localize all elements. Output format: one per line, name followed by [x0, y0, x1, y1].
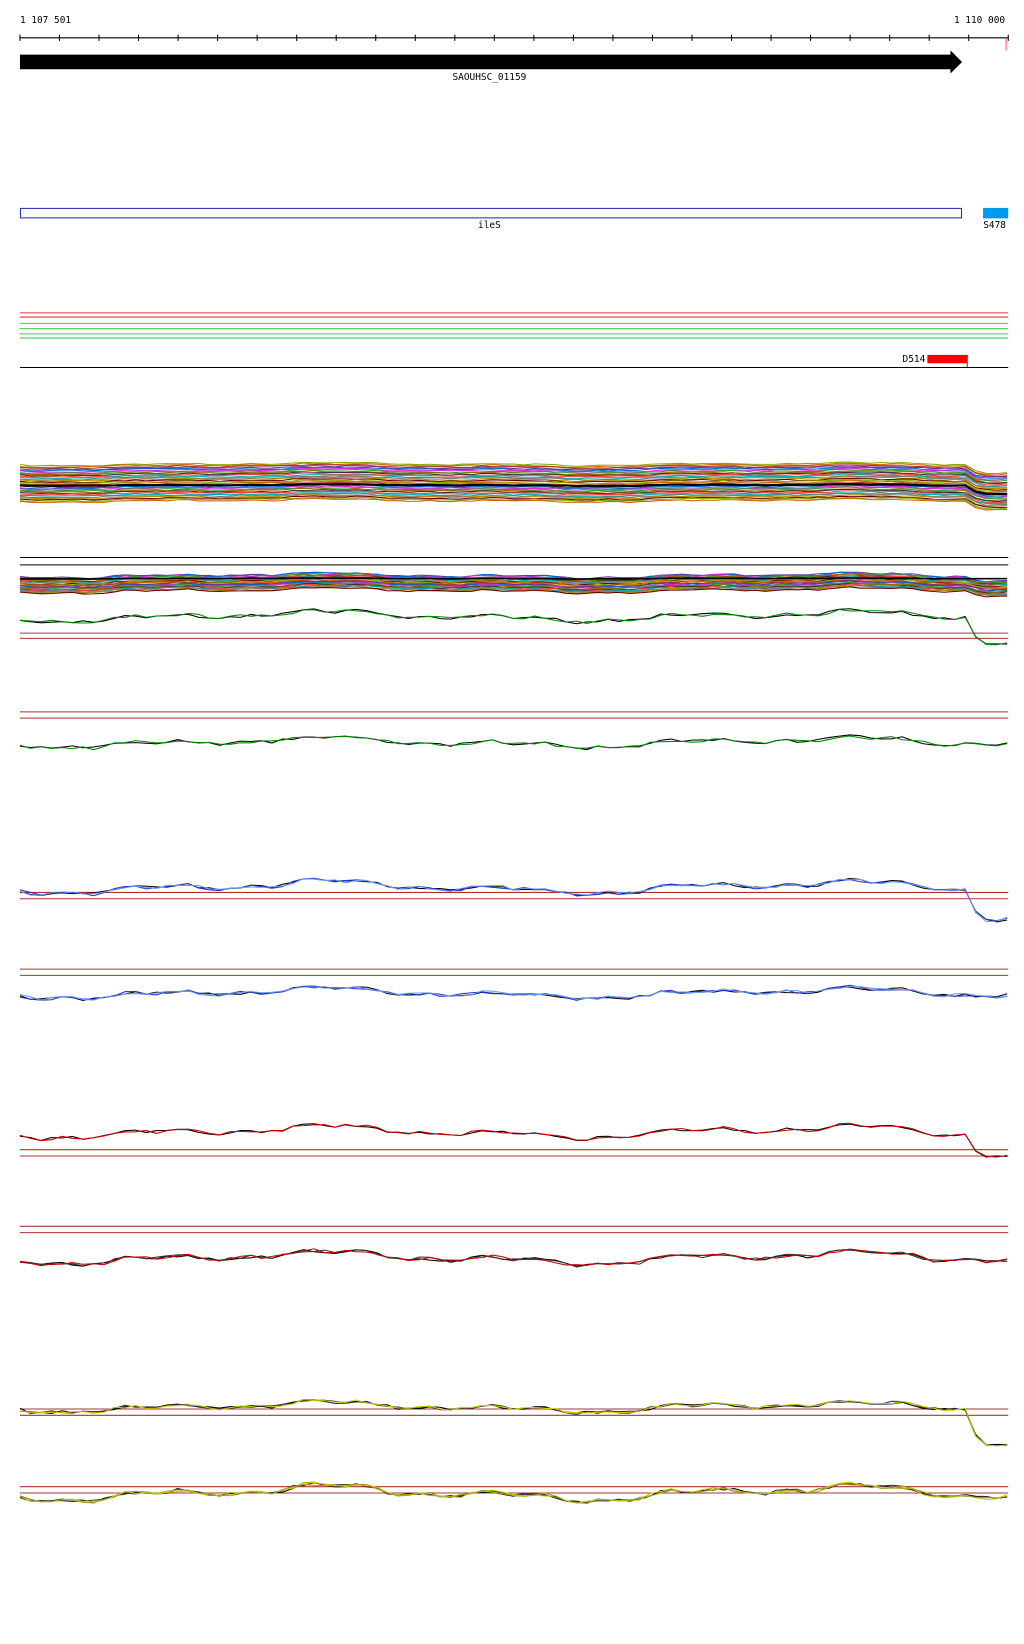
signal-trace [19, 471, 1008, 485]
signal-trace [19, 466, 1008, 479]
signal-trace [19, 469, 1008, 482]
cds-box[interactable] [19, 207, 963, 219]
signal-trace [19, 735, 1008, 751]
signal-trace [19, 584, 1008, 596]
signal-trace [19, 497, 1008, 511]
feature-label: S478 [983, 220, 1006, 231]
signal-trace [19, 1399, 1008, 1446]
ruler-start: 1 107 501 [20, 15, 71, 26]
signal-trace [19, 877, 1008, 922]
ruler-ticks [19, 34, 1009, 41]
signal-trace [19, 1483, 1008, 1504]
signal-trace [19, 485, 1008, 499]
signal-trace [19, 496, 1008, 510]
signal-trace [19, 492, 1008, 505]
signal-trace [19, 1123, 1008, 1158]
signal-trace [19, 494, 1008, 507]
signal-trace [19, 472, 1008, 486]
signal-trace [19, 467, 1008, 481]
signal-trace [19, 465, 1008, 478]
signal-trace [19, 577, 1008, 580]
signal-trace [19, 475, 1008, 488]
region-label: D514 [903, 354, 926, 365]
signal-trace [19, 878, 1008, 923]
cds-label: ileS [478, 220, 501, 231]
region-box[interactable] [927, 354, 968, 364]
signal-trace [19, 495, 1008, 508]
signal-trace [19, 476, 1008, 489]
signal-trace [19, 490, 1008, 504]
signal-trace [19, 478, 1008, 491]
feature-box[interactable] [983, 207, 1009, 219]
signal-trace [19, 463, 1008, 477]
ruler-end: 1 110 000 [954, 15, 1005, 26]
signal-trace [19, 1248, 1008, 1267]
signal-trace [19, 473, 1008, 487]
signal-trace [19, 582, 1008, 595]
signal-trace [19, 1122, 1008, 1158]
signal-tracks [19, 461, 1009, 1504]
signal-trace [19, 1399, 1008, 1447]
signal-trace [19, 985, 1008, 1001]
signal-trace [19, 483, 1008, 495]
gene-arrow[interactable] [19, 50, 963, 74]
signal-trace [19, 492, 1008, 506]
signal-trace [19, 586, 1008, 598]
signal-trace [19, 1248, 1008, 1268]
signal-trace [19, 608, 1008, 646]
signal-trace [19, 480, 1008, 494]
signal-trace [19, 486, 1008, 500]
signal-trace [19, 461, 1008, 475]
signal-trace [19, 488, 1008, 503]
signal-trace [19, 986, 1008, 1002]
signal-trace [19, 1399, 1008, 1447]
signal-trace [19, 470, 1008, 484]
gene-label: SAOUHSC_01159 [452, 72, 526, 83]
signal-trace [19, 1481, 1008, 1504]
